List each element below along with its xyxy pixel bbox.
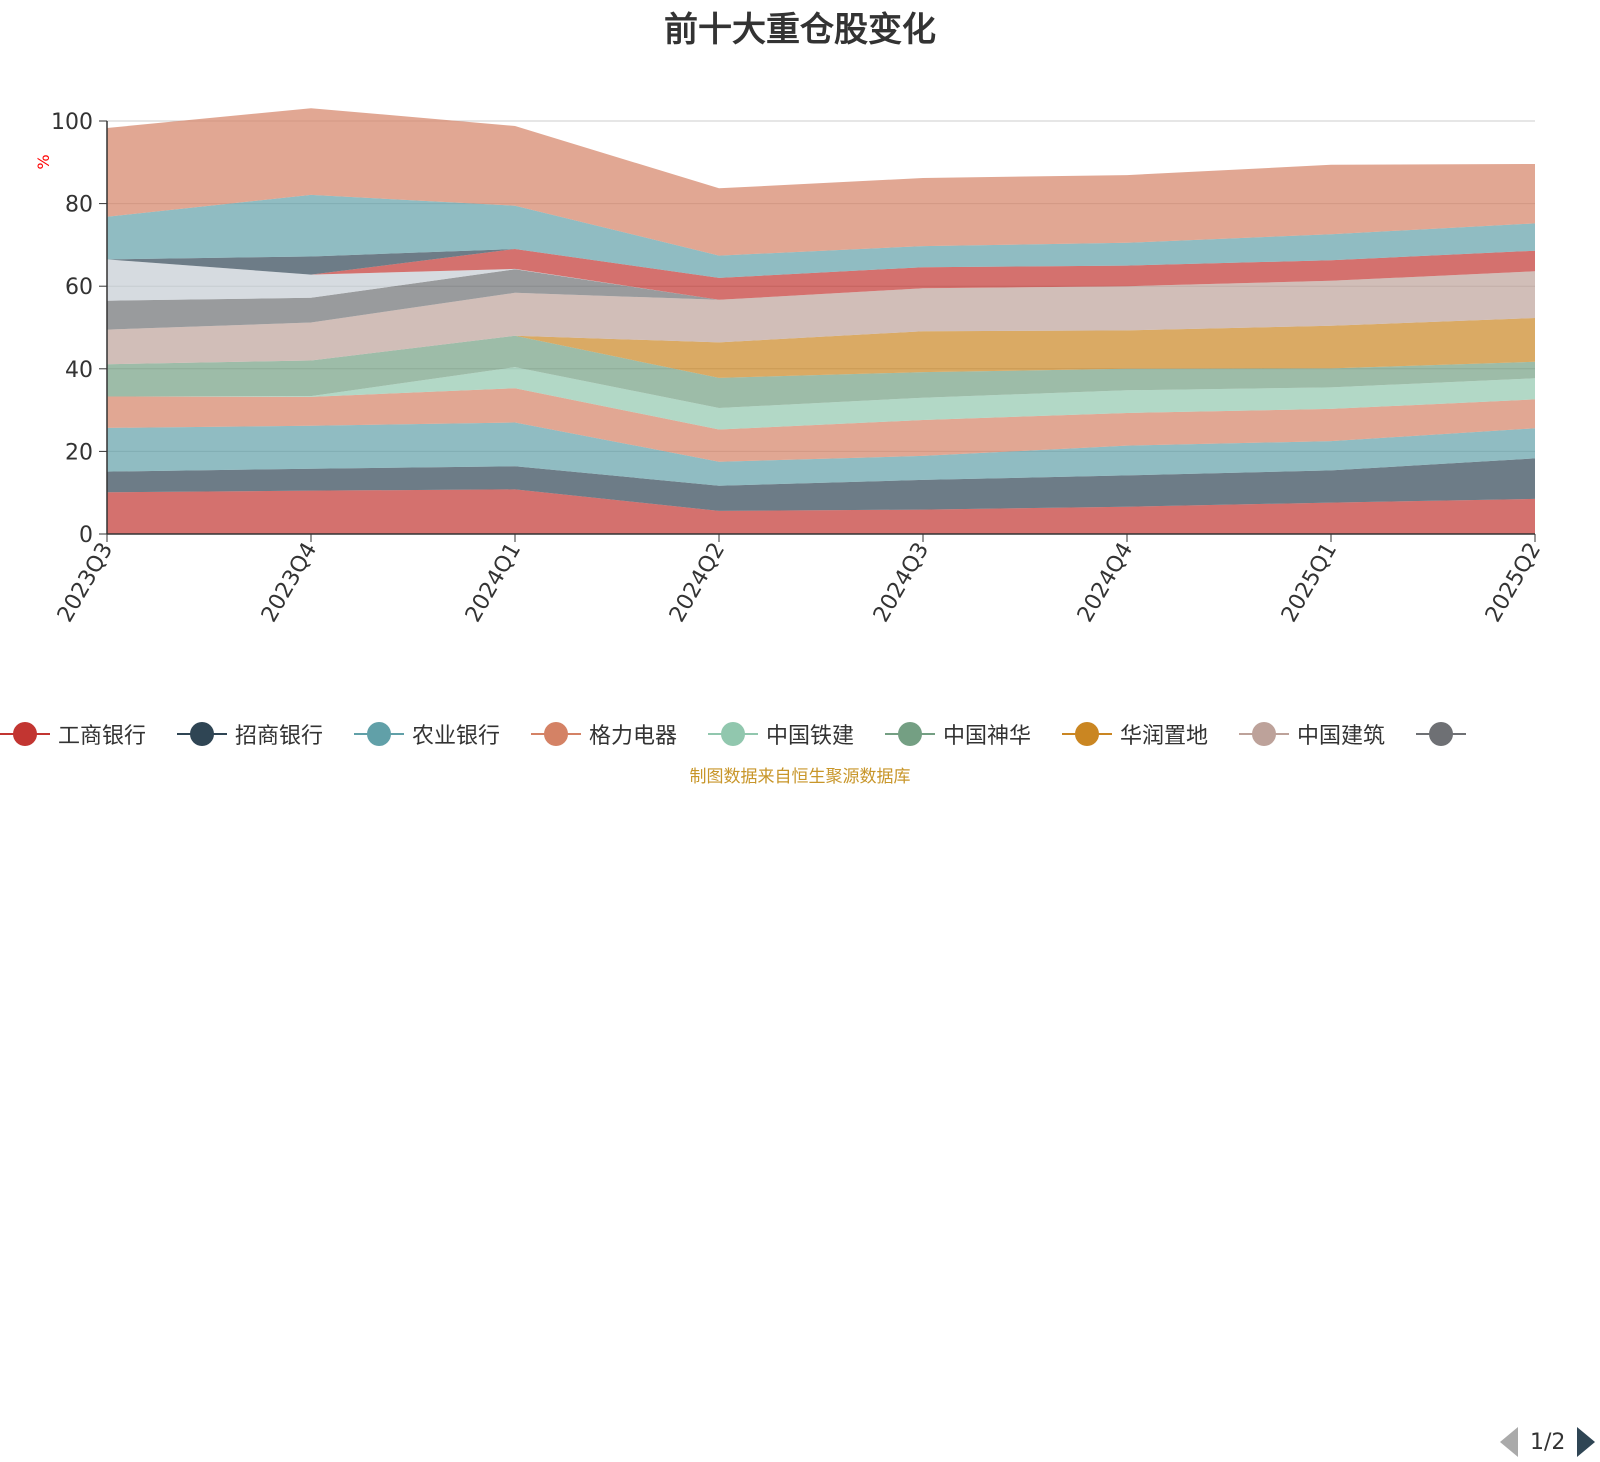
x-tick-label: 2024Q3 — [869, 539, 934, 627]
area-series-6[interactable] — [107, 318, 1535, 378]
y-tick-label: 40 — [65, 358, 93, 383]
legend-marker-icon — [0, 722, 50, 746]
legend-marker-icon — [177, 722, 227, 746]
area-series-8[interactable] — [107, 269, 1535, 330]
data-source-note: 制图数据来自恒生聚源数据库 — [689, 767, 911, 787]
y-tick-label: 80 — [65, 193, 93, 218]
chart-plot: 0 20 40 60 80 100% 2023Q3 2023Q4 2024Q1 2024Q2 202… — [34, 108, 1546, 627]
legend-marker-icon — [1062, 722, 1112, 746]
area-series-5[interactable] — [107, 335, 1535, 408]
legend-item[interactable]: 中国建筑 — [1239, 708, 1385, 760]
x-tick-label: 2024Q4 — [1073, 539, 1138, 627]
legend-marker-icon — [531, 722, 581, 746]
area-series-2[interactable] — [107, 422, 1535, 486]
legend-items: 工商银行 招商银行 农业银行 格力电器 中国铁建 中国神华 华润置地 中国建筑 — [0, 708, 1482, 760]
x-tick-label: 2024Q1 — [461, 539, 526, 627]
legend-pager: 1/2 — [1500, 1422, 1596, 1462]
legend-next-arrow-icon[interactable] — [1577, 1427, 1596, 1457]
area-series-7[interactable] — [107, 271, 1535, 365]
legend-label: 格力电器 — [589, 724, 678, 749]
x-tick-label: 2023Q3 — [53, 539, 118, 627]
legend-item[interactable]: 格力电器 — [531, 708, 677, 760]
y-tick-label: 100 — [51, 110, 93, 135]
legend-marker-icon — [885, 722, 935, 746]
area-layer — [107, 108, 1535, 534]
legend-label: 工商银行 — [58, 724, 147, 749]
x-tick-label: 2025Q2 — [1481, 539, 1546, 627]
legend-marker-icon — [354, 722, 404, 746]
y-tick-label: 0 — [79, 523, 93, 548]
legend-marker-icon — [1239, 722, 1289, 746]
x-tick-label: 2024Q2 — [665, 539, 730, 627]
legend-label: 招商银行 — [235, 724, 324, 749]
area-series-13[interactable] — [107, 108, 1535, 256]
legend-item-partial[interactable] — [1416, 708, 1474, 760]
area-series-9[interactable] — [107, 259, 1535, 301]
legend-page-indicator: 1/2 — [1530, 1429, 1566, 1455]
legend-marker-icon — [708, 722, 758, 746]
y-axis-label: % — [34, 154, 53, 169]
area-series-3[interactable] — [107, 388, 1535, 462]
area-series-10[interactable] — [107, 249, 1535, 300]
legend-prev-arrow-icon[interactable] — [1500, 1427, 1518, 1457]
area-series-11[interactable] — [107, 249, 1535, 278]
legend-item[interactable]: 中国铁建 — [708, 708, 854, 760]
legend-item[interactable]: 中国神华 — [885, 708, 1031, 760]
legend-label: 农业银行 — [412, 724, 501, 749]
area-series-1[interactable] — [107, 458, 1535, 511]
chart-title: 前十大重仓股变化 — [664, 10, 936, 50]
x-tick-label: 2023Q4 — [257, 539, 322, 627]
y-tick-label: 60 — [65, 275, 93, 300]
area-series-0[interactable] — [107, 489, 1535, 534]
legend-label: 华润置地 — [1120, 724, 1209, 749]
legend-item[interactable]: 招商银行 — [177, 708, 323, 760]
legend-label: 中国神华 — [943, 724, 1032, 749]
legend-item[interactable]: 农业银行 — [354, 708, 500, 760]
legend-label: 中国铁建 — [766, 724, 855, 749]
area-series-4[interactable] — [107, 367, 1535, 430]
legend-item[interactable]: 华润置地 — [1062, 708, 1208, 760]
y-tick-label: 20 — [65, 440, 93, 465]
x-tick-label: 2025Q1 — [1277, 539, 1342, 627]
area-series-12[interactable] — [107, 194, 1535, 278]
legend-item[interactable]: 工商银行 — [0, 708, 146, 760]
legend-marker-icon — [1416, 722, 1466, 746]
legend: 工商银行 招商银行 农业银行 格力电器 中国铁建 中国神华 华润置地 中国建筑 1/2 — [0, 708, 1600, 1457]
legend-label: 中国建筑 — [1297, 724, 1386, 749]
